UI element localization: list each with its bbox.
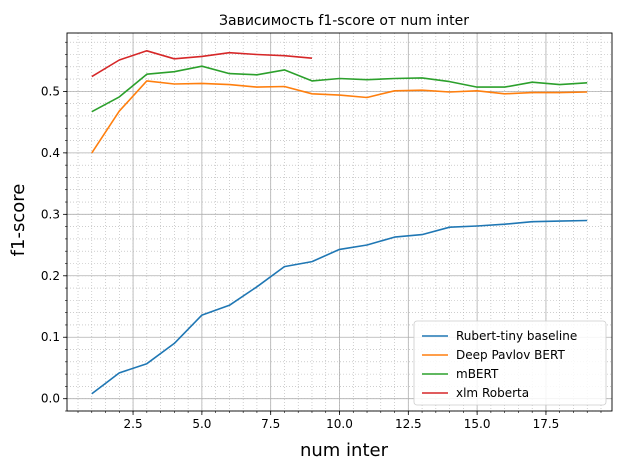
y-tick-label: 0.1 [41,330,60,344]
y-tick-label: 0.2 [41,269,60,283]
series-line-3 [91,65,588,113]
y-tick-label: 0.4 [41,146,60,160]
legend-entry-2: Deep Pavlov BERT [456,348,565,362]
x-axis-label: num inter [300,440,389,461]
y-axis-label: f1-score [8,184,29,257]
x-tick-label: 10.0 [326,417,353,431]
y-tick-label: 0.3 [41,207,60,221]
x-tick-label: 12.5 [395,417,422,431]
y-tick-label: 0.5 [41,84,60,98]
x-tick-label: 15.0 [464,417,491,431]
series-line-1 [91,219,588,395]
x-tick-label: 17.5 [533,417,560,431]
y-tick-label: 0.0 [41,392,60,406]
x-tick-label: 2.5 [124,417,143,431]
series-line-4 [91,49,313,78]
legend: Rubert-tiny baseline Deep Pavlov BERT mBER… [413,320,607,406]
axis-ticks: 2.5 5.0 7.5 10.0 12.5 15.0 17.5 0.0 0.1 0.2 0.3 0.4… [41,41,602,431]
legend-entry-3: mBERT [456,367,499,381]
x-tick-label: 5.0 [192,417,211,431]
series-line-2 [91,80,588,154]
chart-title: Зависимость f1-score от num inter [219,13,469,29]
legend-entry-4: xlm Roberta [456,386,529,400]
legend-box [413,320,607,406]
series-layer [91,49,588,395]
legend-entry-1: Rubert-tiny baseline [456,329,577,343]
x-tick-label: 7.5 [261,417,280,431]
